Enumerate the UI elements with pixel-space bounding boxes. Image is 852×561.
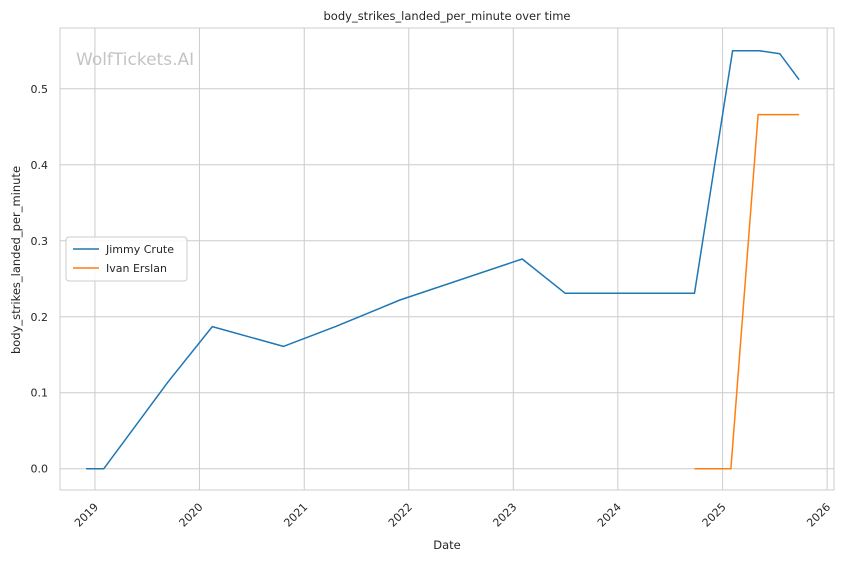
y-tick-label: 0.1 [31,387,49,400]
watermark: WolfTickets.AI [76,50,194,70]
legend-label-ivan-erslan: Ivan Erslan [106,262,167,275]
x-axis-title: Date [433,538,461,552]
grid [60,28,834,490]
legend: Jimmy Crute Ivan Erslan [65,236,188,282]
legend-label-jimmy-crute: Jimmy Crute [105,243,174,256]
y-tick-label: 0.3 [31,235,49,248]
chart-title: body_strikes_landed_per_minute over time [324,9,571,23]
y-axis-title: body_strikes_landed_per_minute [9,166,23,354]
y-tick-label: 0.0 [31,463,49,476]
series-layer [86,50,800,470]
y-tick-label: 0.2 [31,311,49,324]
series-line-ivan-erslan [694,113,800,470]
y-tick-label: 0.5 [31,83,49,96]
y-tick-label: 0.4 [31,159,49,172]
plot-area-frame [59,27,835,491]
legend-box [65,236,188,282]
y-tick-labels: 0.0 0.1 0.2 0.3 0.4 0.5 [31,83,49,476]
series-line-jimmy-crute [86,50,800,470]
